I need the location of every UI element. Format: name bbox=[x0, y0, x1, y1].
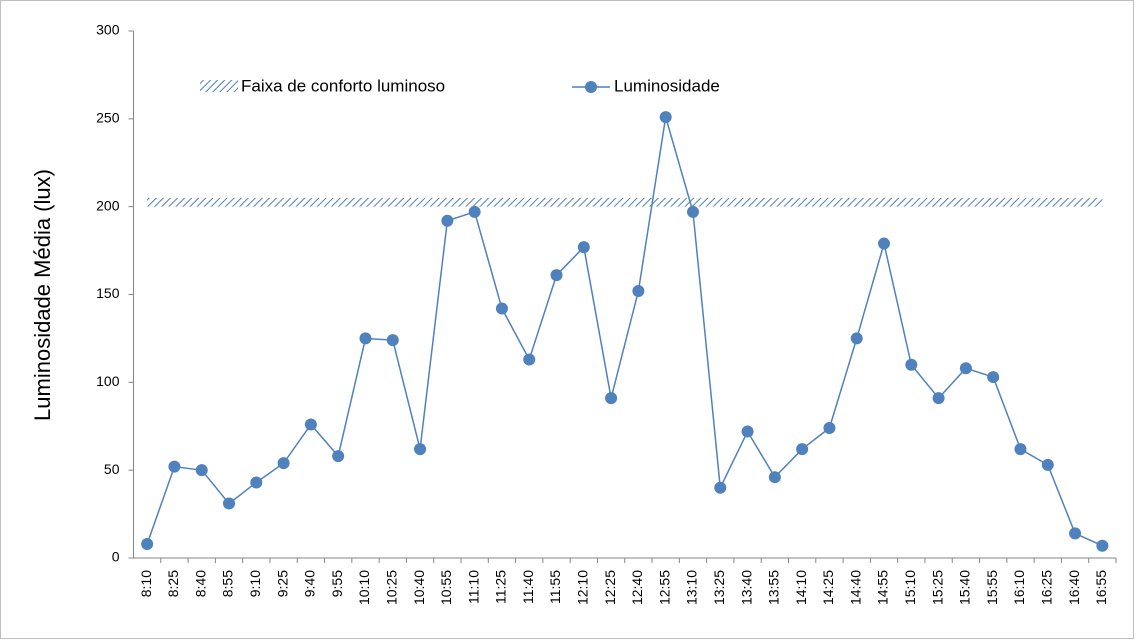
x-tick-label: 11:40 bbox=[520, 570, 536, 604]
x-tick-label: 15:10 bbox=[902, 570, 918, 605]
y-tick-label: 300 bbox=[96, 22, 120, 38]
comfort-band bbox=[147, 197, 1103, 207]
x-tick-label: 12:40 bbox=[629, 570, 645, 605]
point bbox=[987, 371, 1000, 384]
legend-label: Luminosidade bbox=[614, 76, 720, 95]
point bbox=[359, 332, 372, 345]
point bbox=[468, 205, 481, 218]
point bbox=[1014, 443, 1027, 456]
point bbox=[195, 464, 208, 477]
point bbox=[686, 205, 699, 218]
x-tick-label: 10:25 bbox=[383, 570, 399, 605]
point bbox=[168, 460, 181, 473]
point bbox=[223, 497, 236, 510]
y-axis-label: Luminosidade Média (lux) bbox=[30, 169, 55, 421]
point bbox=[741, 425, 754, 438]
x-tick-label: 9:55 bbox=[329, 570, 345, 597]
point bbox=[577, 241, 590, 254]
x-tick-label: 11:25 bbox=[493, 570, 509, 604]
point bbox=[632, 284, 645, 297]
x-tick-label: 10:40 bbox=[411, 570, 427, 605]
x-tick-label: 12:25 bbox=[602, 570, 618, 605]
point bbox=[605, 392, 618, 405]
x-tick-label: 13:25 bbox=[711, 570, 727, 605]
point bbox=[905, 358, 918, 371]
point bbox=[796, 443, 809, 456]
legend-label: Faixa de conforto luminoso bbox=[241, 76, 445, 95]
x-tick-label: 11:55 bbox=[547, 570, 563, 604]
legend-marker bbox=[585, 81, 597, 93]
point bbox=[550, 269, 563, 282]
x-tick-label: 13:40 bbox=[738, 570, 754, 605]
x-tick-label: 16:10 bbox=[1011, 570, 1027, 605]
x-tick-label: 14:40 bbox=[847, 570, 863, 605]
x-tick-label: 9:25 bbox=[274, 570, 290, 597]
point bbox=[523, 353, 536, 366]
x-tick-label: 9:10 bbox=[247, 570, 263, 597]
point bbox=[850, 332, 863, 345]
point bbox=[1041, 458, 1054, 471]
x-tick-label: 11:10 bbox=[465, 570, 481, 604]
point bbox=[332, 450, 345, 463]
x-tick-label: 16:55 bbox=[1093, 570, 1109, 605]
x-tick-label: 14:55 bbox=[875, 570, 891, 605]
x-tick-label: 16:40 bbox=[1066, 570, 1082, 605]
point bbox=[277, 457, 290, 470]
legend-swatch bbox=[200, 80, 238, 92]
point bbox=[768, 471, 781, 484]
y-tick-label: 100 bbox=[96, 373, 120, 389]
x-tick-label: 8:55 bbox=[220, 570, 236, 597]
x-tick-label: 15:40 bbox=[957, 570, 973, 605]
x-tick-label: 15:25 bbox=[929, 570, 945, 605]
x-tick-label: 9:40 bbox=[302, 570, 318, 597]
x-tick-label: 13:10 bbox=[684, 570, 700, 605]
x-tick-label: 16:25 bbox=[1038, 570, 1054, 605]
point bbox=[1096, 539, 1109, 552]
point bbox=[386, 334, 399, 347]
point bbox=[495, 302, 508, 315]
series-line bbox=[146, 116, 1103, 547]
point bbox=[1069, 527, 1082, 540]
y-tick-label: 250 bbox=[96, 110, 120, 126]
x-tick-label: 13:55 bbox=[766, 570, 782, 605]
point bbox=[959, 362, 972, 375]
point bbox=[250, 476, 263, 489]
point bbox=[414, 443, 427, 456]
point bbox=[878, 237, 891, 250]
x-tick-label: 12:10 bbox=[575, 570, 591, 605]
x-tick-label: 10:10 bbox=[356, 570, 372, 605]
point bbox=[714, 481, 727, 494]
x-tick-label: 8:10 bbox=[138, 570, 154, 597]
point bbox=[141, 537, 154, 550]
point bbox=[304, 418, 317, 431]
y-tick-label: 150 bbox=[96, 285, 120, 301]
x-tick-label: 14:10 bbox=[793, 570, 809, 605]
x-tick-label: 15:55 bbox=[984, 570, 1000, 605]
y-tick-label: 0 bbox=[112, 549, 120, 565]
y-tick-label: 50 bbox=[104, 461, 120, 477]
point bbox=[441, 214, 454, 227]
point bbox=[823, 422, 836, 435]
x-tick-label: 8:25 bbox=[165, 570, 181, 597]
point bbox=[659, 111, 672, 124]
y-tick-label: 200 bbox=[96, 197, 120, 213]
x-tick-label: 12:55 bbox=[656, 570, 672, 605]
point bbox=[932, 392, 945, 405]
x-tick-label: 14:25 bbox=[820, 570, 836, 605]
x-tick-label: 8:40 bbox=[192, 570, 208, 597]
x-tick-label: 10:55 bbox=[438, 570, 454, 605]
